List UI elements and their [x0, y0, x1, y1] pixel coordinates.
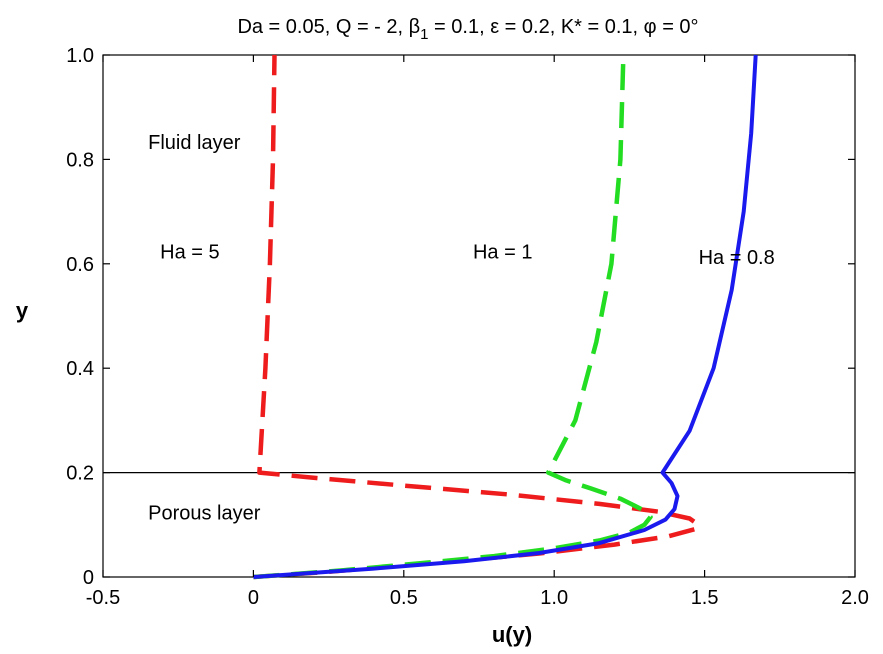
- annotations-layer: Fluid layer Porous layer Ha = 5 Ha = 1 Ha = …: [148, 132, 775, 525]
- x-tick-label: 1.5: [691, 587, 719, 609]
- y-tick-label: 0.4: [66, 358, 94, 380]
- y-tick-label: 0.2: [66, 463, 94, 485]
- y-tick-label: 0: [83, 567, 94, 589]
- annotation-ha-0-8: Ha = 0.8: [699, 247, 775, 269]
- x-tick-label: -0.5: [86, 587, 120, 609]
- plot-frame: [102, 54, 856, 578]
- y-tick-label: 0.6: [66, 254, 94, 276]
- x-tick-label: 0: [248, 587, 259, 609]
- y-axis-title: y: [16, 298, 29, 323]
- x-tick-label: 0.5: [390, 587, 418, 609]
- annotation-fluid-layer: Fluid layer: [148, 132, 241, 154]
- ticks-layer: -0.5 0 0.5 1.0 1.5 2.000.20.40.60.81.0: [66, 45, 869, 609]
- series-line-ha-0-8: [253, 54, 758, 579]
- y-tick-label: 1.0: [66, 45, 94, 67]
- chart-title: Da = 0.05, Q = - 2, β1 = 0.1, ε = 0.2, K…: [237, 16, 698, 43]
- series-layer: [253, 54, 758, 580]
- x-axis-title: u(y): [492, 622, 532, 647]
- x-tick-label: 1.0: [540, 587, 568, 609]
- x-tick-label: 2.0: [841, 587, 869, 609]
- annotation-ha-1: Ha = 1: [473, 242, 532, 264]
- annotation-ha-5: Ha = 5: [160, 242, 219, 264]
- annotation-porous-layer: Porous layer: [148, 503, 261, 525]
- y-tick-label: 0.8: [66, 149, 94, 171]
- plot-area: [102, 54, 856, 578]
